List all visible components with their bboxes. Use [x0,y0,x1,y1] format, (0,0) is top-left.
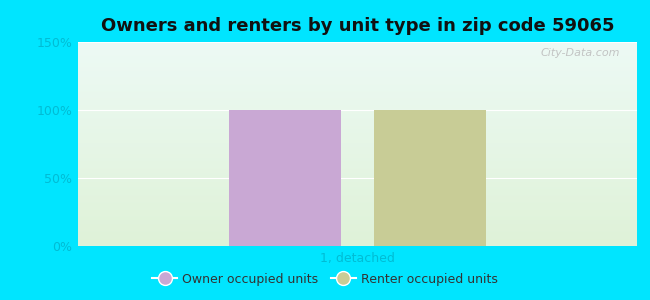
Title: Owners and renters by unit type in zip code 59065: Owners and renters by unit type in zip c… [101,17,614,35]
Legend: Owner occupied units, Renter occupied units: Owner occupied units, Renter occupied un… [148,268,502,291]
Bar [374,110,486,246]
Text: City-Data.com: City-Data.com [541,48,620,58]
Bar [229,110,341,246]
